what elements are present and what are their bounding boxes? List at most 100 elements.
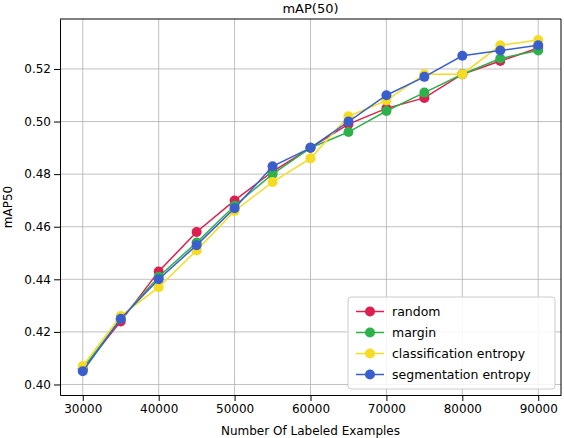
point [381,106,391,116]
point [457,51,467,61]
grid-line [60,68,561,69]
tick-label: 0.50 [24,115,51,129]
legend-label: random [392,304,440,319]
tick-label: 30000 [64,402,102,416]
x-axis: 30000 40000 50000 60000 70000 80000 90000 [61,395,562,416]
tick-label: 0.44 [24,273,51,287]
point [419,88,429,98]
tick: 0.50 [24,115,60,129]
grid-line [60,121,561,122]
tick-label: 0.40 [24,378,51,392]
legend-box [348,297,555,389]
tick: 90000 [520,395,558,416]
tick: 0.48 [24,167,60,181]
tick-label: 40000 [140,402,178,416]
axis-line [60,20,61,396]
tick-label: 70000 [368,402,406,416]
tick-mark [462,395,463,401]
tick: 30000 [64,395,102,416]
x-label: Number Of Labeled Examples [221,424,400,438]
grid-line [82,19,83,395]
tick: 50000 [216,395,254,416]
legend-label: classification entropy [392,346,526,361]
legend-label: margin [392,325,436,340]
point [533,40,543,50]
point [343,117,353,127]
tick-mark [159,395,160,401]
tick-mark [235,395,236,401]
tick: 80000 [444,395,482,416]
legend-marker [365,349,375,359]
tick-mark [311,395,312,401]
tick-label: 50000 [216,402,254,416]
tick: 0.40 [24,378,60,392]
point [457,69,467,79]
tick-mark [54,279,60,280]
tick-label: 0.42 [24,325,51,339]
grid-line [60,174,561,175]
point [343,127,353,137]
tick-mark [538,395,539,401]
grid-line [310,19,311,395]
tick-mark [386,395,387,401]
point [306,143,316,153]
title: mAP(50) [282,1,338,16]
point [419,72,429,82]
point [495,46,505,56]
point [230,203,240,213]
point [306,143,316,153]
point [381,90,391,100]
point [116,314,126,324]
tick: 0.42 [24,325,60,339]
legend-marker [365,328,375,338]
tick: 70000 [368,395,406,416]
tick-mark [54,174,60,175]
plot: 300004000050000600007000080000900000.400… [24,19,561,416]
tick-label: 0.52 [24,62,51,76]
tick-mark [83,395,84,401]
point [457,69,467,79]
point [457,69,467,79]
tick-label: 60000 [292,402,330,416]
grid-line [158,19,159,395]
point [192,240,202,250]
legend-marker [365,307,375,317]
tick-mark [54,384,60,385]
point [306,143,316,153]
point [192,227,202,237]
point [154,274,164,284]
legend-entry: segmentation entropy [356,367,531,382]
tick: 60000 [292,395,330,416]
point [78,366,88,376]
grid [60,19,561,395]
tick-mark [54,69,60,70]
legend-marker [365,370,375,380]
tick-mark [54,227,60,228]
tick-label: 0.46 [24,220,51,234]
frame [60,19,561,20]
tick: 40000 [140,395,178,416]
point [268,161,278,171]
y-axis: 0.40 0.42 0.44 0.46 0.48 0.50 0.52 [24,20,60,396]
tick-mark [54,332,60,333]
grid-line [60,226,561,227]
legend-label: segmentation entropy [392,367,531,382]
tick: 0.46 [24,220,60,234]
frame [561,19,562,395]
legend-entry: classification entropy [356,346,526,361]
point [116,314,126,324]
point [268,177,278,187]
grid-line [60,279,561,280]
tick-mark [54,122,60,123]
legend-entry: margin [356,325,436,340]
chart: 300004000050000600007000080000900000.400… [0,0,564,438]
legend: random margin classification entropy segmen… [348,297,555,389]
tick-label: 80000 [444,402,482,416]
tick: 0.52 [24,62,60,76]
tick: 0.44 [24,273,60,287]
legend-entry: random [356,304,440,319]
y-label: mAP50 [1,186,15,228]
tick-label: 0.48 [24,167,51,181]
point [306,153,316,163]
tick-label: 90000 [520,402,558,416]
